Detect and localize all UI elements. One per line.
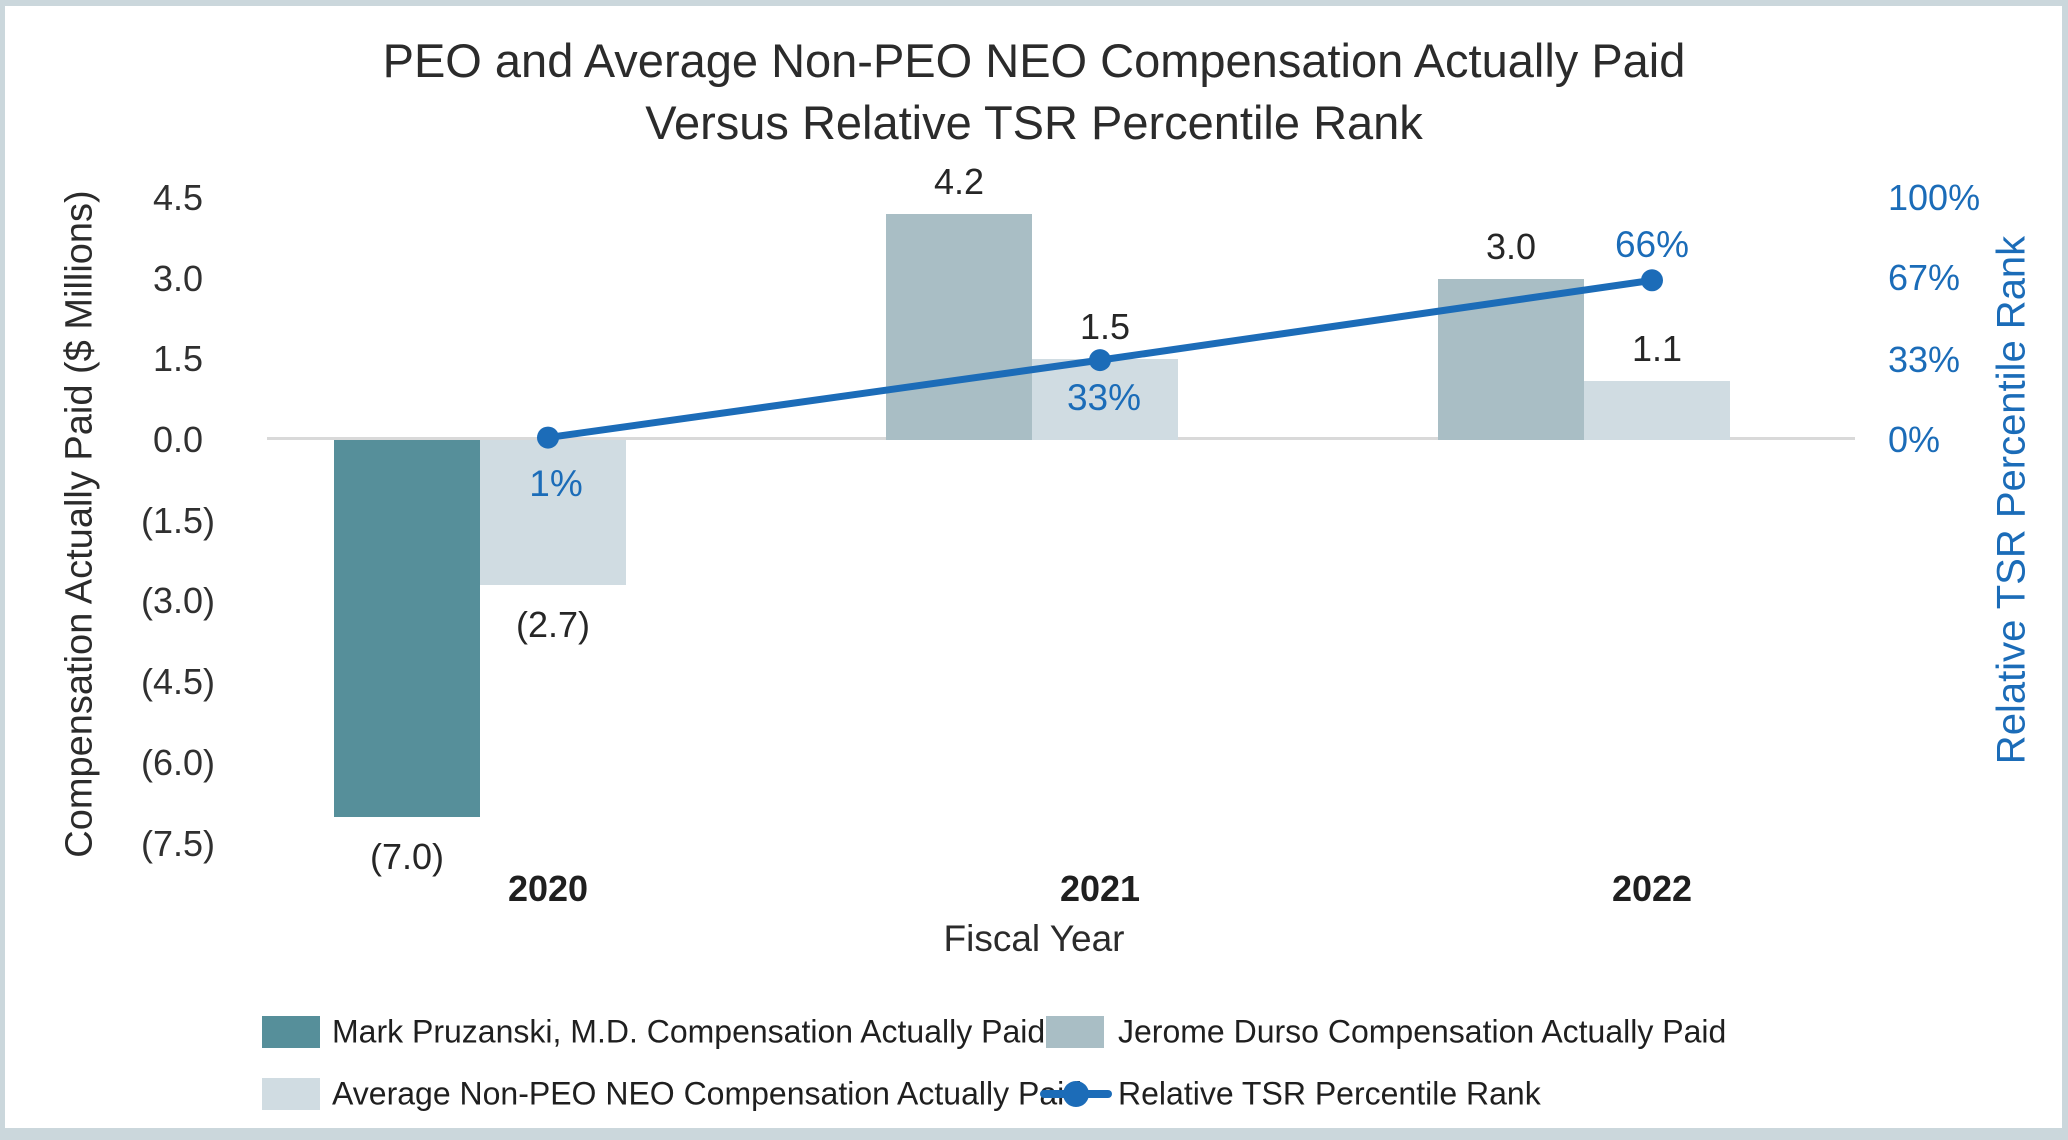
x-axis-label-2021: 2021	[1059, 868, 1141, 909]
page-border-left	[0, 0, 5, 1140]
left-axis-tick-label: (3.0)	[140, 580, 216, 622]
page-border-right	[2062, 0, 2068, 1140]
left-axis-tick-label: 1.5	[152, 338, 204, 380]
left-axis-tick-label: 4.5	[152, 176, 204, 218]
bar-value-label: 3.0	[1485, 225, 1537, 267]
bar-value-label: 4.2	[933, 161, 985, 203]
legend-label-jerome-durso: Jerome Durso Compensation Actually Paid	[1118, 1013, 1727, 1050]
left-axis-tick-label: 3.0	[152, 257, 204, 299]
line-value-label: 66%	[1614, 224, 1690, 266]
bar-avg-non-peo-neo-2022	[1584, 380, 1730, 440]
right-axis-tick-label: 100%	[1888, 177, 1981, 218]
bar-avg-non-peo-neo-2021	[1032, 359, 1178, 440]
bar-jerome-durso-2021	[886, 214, 1032, 440]
left-axis-tick-label: (6.0)	[140, 741, 216, 783]
bar-mark-pruzanski-2020	[334, 440, 480, 817]
tsr-line-point	[1089, 349, 1111, 372]
legend-dot-marker-relative-tsr	[1063, 1081, 1089, 1107]
right-axis-tick-label: 0%	[1888, 419, 1941, 460]
right-axis-tick-label: 33%	[1888, 339, 1961, 381]
legend-swatch-avg-non-peo-neo	[262, 1078, 320, 1110]
left-axis-tick-label: (7.5)	[140, 822, 216, 864]
chart-title-line2: Versus Relative TSR Percentile Rank	[645, 96, 1423, 149]
x-axis-label-2020: 2020	[507, 868, 589, 909]
bar-value-label: (2.7)	[515, 604, 591, 646]
tsr-line-point	[537, 426, 559, 449]
left-axis-tick-label: 0.0	[152, 419, 204, 460]
bar-avg-non-peo-neo-2020	[480, 440, 626, 586]
legend-label-relative-tsr: Relative TSR Percentile Rank	[1118, 1075, 1541, 1112]
line-value-label: 1%	[529, 462, 583, 504]
x-axis-title: Fiscal Year	[943, 918, 1125, 959]
chart-title: PEO and Average Non-PEO NEO Compensation…	[0, 30, 2068, 154]
bar-value-label: 1.1	[1631, 327, 1683, 369]
page-border-bottom	[0, 1128, 2068, 1140]
legend-swatch-jerome-durso	[1046, 1016, 1104, 1048]
legend-swatch-mark-pruzanski	[262, 1016, 320, 1048]
left-axis-tick-label: (1.5)	[140, 499, 216, 541]
bar-value-label: 1.5	[1079, 306, 1131, 348]
tsr-line-point	[1641, 269, 1663, 292]
line-value-label: 33%	[1066, 377, 1142, 419]
legend-label-mark-pruzanski: Mark Pruzanski, M.D. Compensation Actual…	[332, 1013, 1046, 1050]
right-axis-tick-label: 67%	[1888, 256, 1961, 298]
bar-value-label: (7.0)	[369, 835, 445, 877]
x-axis-label-2022: 2022	[1611, 868, 1693, 909]
page-border-top	[0, 0, 2068, 6]
chart-title-line1: PEO and Average Non-PEO NEO Compensation…	[382, 34, 1686, 87]
legend-label-avg-non-peo-neo: Average Non-PEO NEO Compensation Actuall…	[332, 1075, 1083, 1112]
left-axis-tick-label: (4.5)	[140, 661, 216, 703]
